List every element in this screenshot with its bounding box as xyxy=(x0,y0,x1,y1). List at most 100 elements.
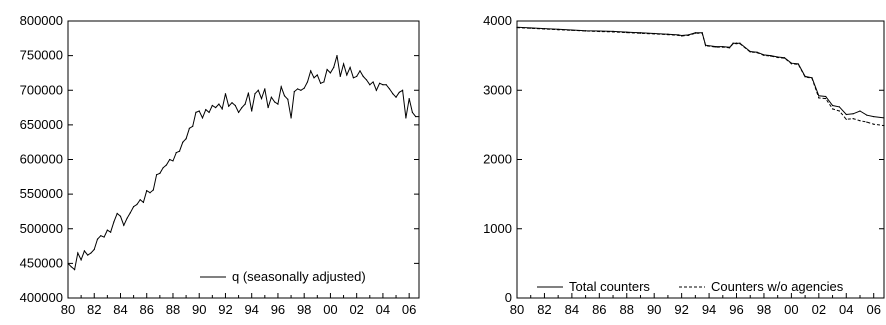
data-point xyxy=(336,55,338,57)
x-tick-label: 98 xyxy=(297,302,311,317)
counters-chart: 0 1000 2000 3000 4000 80 82 84 86 88 90 92 94 96 98 00 0… xyxy=(483,13,885,317)
data-point xyxy=(319,82,322,84)
series-points-1 xyxy=(516,26,885,127)
data-point xyxy=(379,82,381,84)
x-tick-label: 90 xyxy=(192,302,206,317)
data-point xyxy=(739,43,741,45)
x-tick-label: 80 xyxy=(510,302,524,317)
data-point xyxy=(182,141,184,143)
data-point xyxy=(838,106,841,108)
data-point xyxy=(244,103,246,105)
y-tick-label: 700000 xyxy=(20,82,63,97)
data-point xyxy=(280,86,282,88)
data-point xyxy=(96,238,99,240)
data-point xyxy=(732,43,734,45)
data-point xyxy=(103,236,105,238)
data-point xyxy=(339,75,341,77)
q-seasonally-adjusted-chart: 400000 450000 500000 550000 600000 650000 7000… xyxy=(20,13,420,317)
x-tick-label: 00 xyxy=(784,302,798,317)
data-point xyxy=(192,125,194,127)
data-point xyxy=(93,248,95,251)
data-point xyxy=(172,160,174,162)
y-tick-label: 800000 xyxy=(20,13,63,28)
data-point xyxy=(234,104,236,107)
x-tick-label: 02 xyxy=(349,302,363,317)
series-line-0 xyxy=(67,55,419,271)
data-point xyxy=(729,47,731,49)
data-point xyxy=(133,205,135,208)
data-point xyxy=(218,103,220,105)
series-line-0 xyxy=(516,26,885,119)
y-tick-label: 500000 xyxy=(20,221,63,236)
data-point xyxy=(254,93,256,95)
data-point xyxy=(770,55,772,57)
data-point xyxy=(277,103,279,105)
x-tick-label: 88 xyxy=(166,302,180,317)
plot-frame xyxy=(67,20,420,299)
data-point xyxy=(408,97,410,100)
x-tick-label: 82 xyxy=(537,302,551,317)
data-point xyxy=(211,104,213,107)
data-point xyxy=(382,84,384,86)
x-tick-label: 06 xyxy=(402,302,416,317)
data-point xyxy=(818,97,820,99)
series-line-1 xyxy=(516,27,885,127)
data-point xyxy=(701,32,703,34)
x-tick-label: 82 xyxy=(87,302,101,317)
data-point xyxy=(705,45,707,47)
data-point xyxy=(195,111,197,114)
data-point xyxy=(152,189,154,191)
x-tick-label: 94 xyxy=(702,302,716,317)
data-point xyxy=(149,192,151,194)
data-point xyxy=(852,113,854,115)
x-tick-label: 06 xyxy=(866,302,880,317)
x-tick-label: 96 xyxy=(729,302,743,317)
x-tick-label: 02 xyxy=(812,302,826,317)
data-point xyxy=(123,224,125,226)
x-tick-label: 04 xyxy=(376,302,390,317)
data-point xyxy=(845,118,847,120)
data-point xyxy=(859,120,861,122)
data-point xyxy=(859,110,861,112)
data-point xyxy=(401,89,404,91)
data-point xyxy=(257,89,259,91)
data-point xyxy=(175,151,177,154)
data-point xyxy=(300,89,302,91)
data-point xyxy=(129,212,131,214)
data-point xyxy=(653,33,655,35)
data-point xyxy=(385,84,387,86)
data-point xyxy=(293,91,295,93)
data-point xyxy=(626,31,628,34)
data-point xyxy=(198,110,200,112)
data-point xyxy=(113,221,115,223)
data-point xyxy=(201,117,204,119)
data-point xyxy=(283,95,286,97)
data-point xyxy=(106,229,108,231)
data-point xyxy=(790,63,792,65)
y-tick-label: 750000 xyxy=(20,48,63,63)
data-point xyxy=(365,79,368,81)
data-point xyxy=(316,74,318,76)
data-point xyxy=(169,158,171,161)
data-point xyxy=(530,27,532,29)
y-tick-label: 2000 xyxy=(483,152,512,167)
data-point xyxy=(395,96,397,98)
data-point xyxy=(763,54,765,57)
data-point xyxy=(313,77,315,79)
data-point xyxy=(346,74,348,76)
data-point xyxy=(178,150,181,152)
legend-label-total: Total counters xyxy=(569,279,650,294)
data-point xyxy=(100,235,102,237)
data-point xyxy=(274,101,276,103)
data-point xyxy=(831,104,834,107)
x-tick-label: 00 xyxy=(323,302,337,317)
x-tick-label: 90 xyxy=(647,302,661,317)
data-point xyxy=(303,87,305,89)
data-point xyxy=(247,92,250,94)
legend-label-wo-agencies: Counters w/o agencies xyxy=(711,279,844,294)
data-point xyxy=(818,95,820,97)
y-tick-label: 400000 xyxy=(20,290,63,305)
x-tick-label: 92 xyxy=(218,302,232,317)
